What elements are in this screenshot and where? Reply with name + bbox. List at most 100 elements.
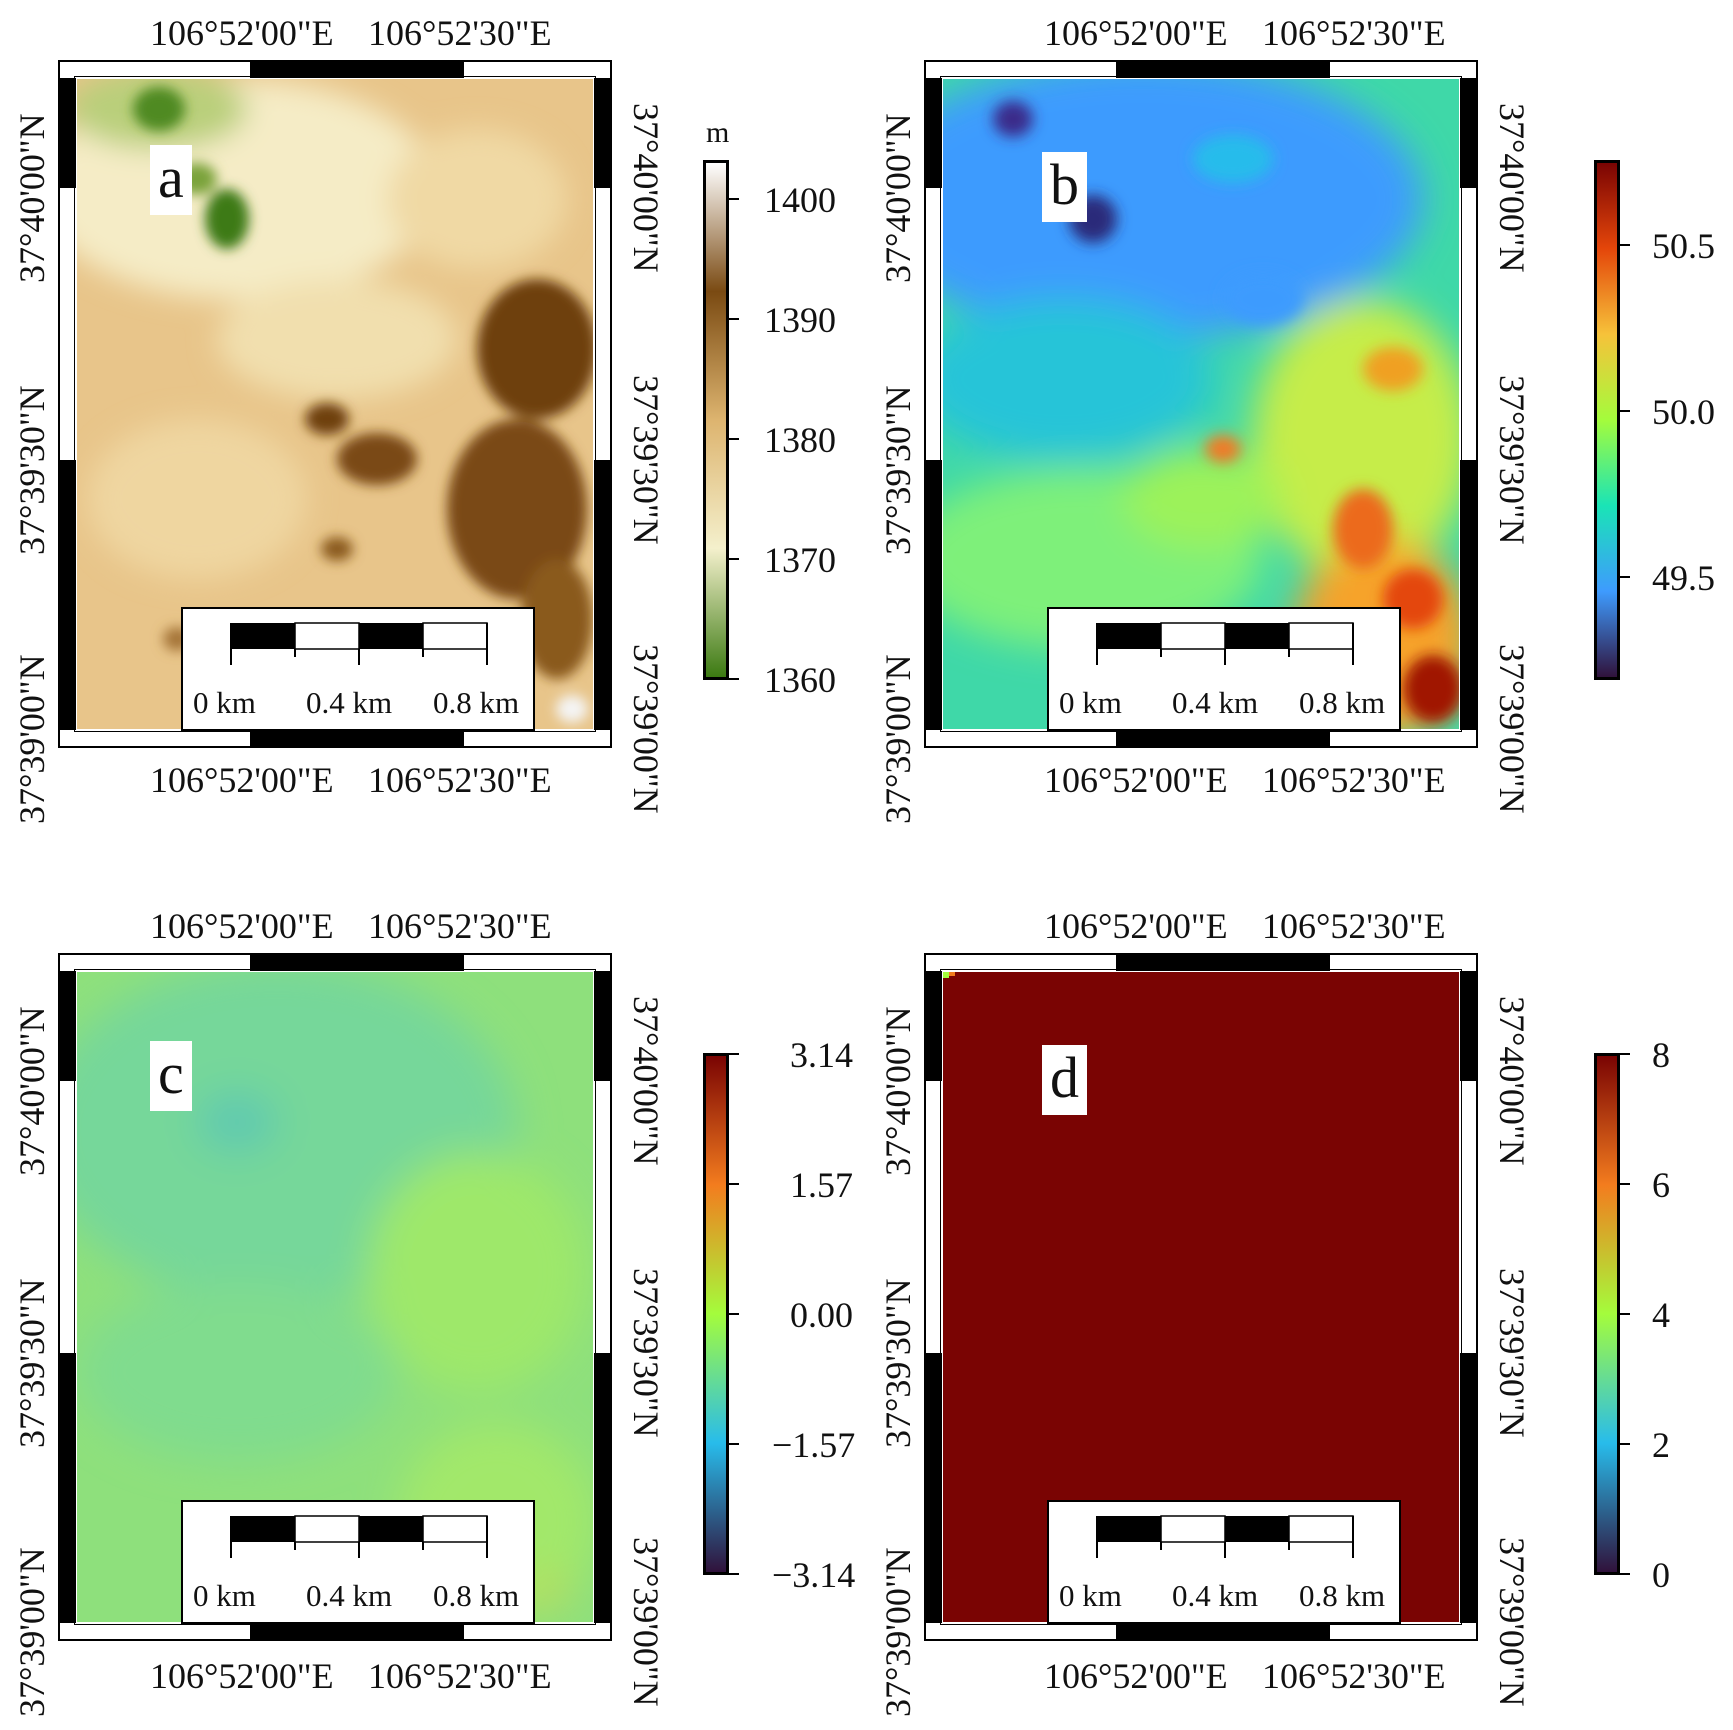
x-tick-label: 106°52'00"E <box>1044 906 1228 946</box>
y-tick-label: 37°40'00"N <box>1492 103 1532 273</box>
colorbar-label: 4 <box>1652 1295 1670 1335</box>
frame-segment <box>1116 731 1330 747</box>
frame-segment <box>594 460 610 730</box>
y-tick-label: 37°39'00"N <box>1492 1537 1532 1707</box>
frame-segment <box>1460 1353 1476 1623</box>
frame-segment <box>60 971 76 1081</box>
x-tick-label: 106°52'00"E <box>1044 13 1228 53</box>
y-tick-label: 37°40'00"N <box>878 1006 918 1176</box>
y-tick-label: 37°39'30"N <box>1492 375 1532 545</box>
frame-segment <box>1460 971 1476 1081</box>
x-tick-label: 106°52'00"E <box>1044 1656 1228 1696</box>
scale-label: 0.4 km <box>1172 1578 1259 1613</box>
colorbar-tick <box>1620 1573 1630 1575</box>
frame-segment <box>250 955 464 971</box>
frame-segment <box>250 1624 464 1640</box>
frame-segment <box>926 460 942 730</box>
y-tick-label: 37°39'30"N <box>626 1268 666 1438</box>
frame-segment <box>1116 955 1330 971</box>
colorbar-unit: m <box>706 116 730 149</box>
y-tick-label: 37°39'00"N <box>12 1547 52 1717</box>
colorbar-tick <box>1620 1053 1630 1055</box>
scale-label: 0 km <box>1059 685 1122 720</box>
x-tick-label: 106°52'00"E <box>150 1656 334 1696</box>
frame-segment <box>250 731 464 747</box>
frame-segment <box>60 78 76 188</box>
colorbar-label: 8 <box>1652 1035 1670 1075</box>
scale-label: 0.4 km <box>306 685 393 720</box>
y-tick-label: 37°39'00"N <box>878 654 918 824</box>
colorbar-label: 49.5 <box>1652 558 1715 598</box>
colorbar-tick <box>1620 410 1630 412</box>
frame-segment <box>926 971 942 1081</box>
colorbar-tick <box>1620 1313 1630 1315</box>
frame-segment <box>60 460 76 730</box>
frame-segment <box>926 78 942 188</box>
colorbar-label: 1370 <box>764 540 836 580</box>
colorbar-tick <box>1620 244 1630 246</box>
panel-label: a <box>150 145 192 215</box>
x-tick-label: 106°52'30"E <box>368 760 552 800</box>
scale-label: 0 km <box>193 685 256 720</box>
y-tick-label: 37°39'00"N <box>1492 644 1532 814</box>
scale-label: 0 km <box>1059 1578 1122 1613</box>
panel-label: d <box>1042 1045 1087 1115</box>
scale-label: 0 km <box>193 1578 256 1613</box>
colorbar-label: 0.00 <box>790 1295 853 1335</box>
colorbar-tick <box>729 198 739 200</box>
panel-c: c 0 km 0.4 km 0.8 km 106°52'00"E 106°52'… <box>0 865 866 1730</box>
scale-bar: 0 km 0.4 km 0.8 km <box>1047 607 1401 731</box>
scale-bar: 0 km 0.4 km 0.8 km <box>181 1500 535 1624</box>
panel-label: c <box>150 1041 192 1111</box>
x-tick-label: 106°52'00"E <box>150 760 334 800</box>
y-tick-label: 37°39'00"N <box>878 1547 918 1717</box>
y-tick-label: 37°39'30"N <box>878 1278 918 1448</box>
panel-label: b <box>1042 152 1087 222</box>
frame-segment <box>926 1353 942 1623</box>
x-tick-label: 106°52'00"E <box>150 13 334 53</box>
y-tick-label: 37°39'30"N <box>12 385 52 555</box>
colorbar-tick <box>729 438 739 440</box>
colorbar-label: 1390 <box>764 300 836 340</box>
scale-label: 0.8 km <box>433 685 520 720</box>
y-tick-label: 37°40'00"N <box>1492 996 1532 1166</box>
colorbar-label: 1400 <box>764 180 836 220</box>
x-tick-label: 106°52'30"E <box>368 906 552 946</box>
scale-bar: 0 km 0.4 km 0.8 km <box>181 607 535 731</box>
y-tick-label: 37°40'00"N <box>626 996 666 1166</box>
y-tick-label: 37°39'30"N <box>878 385 918 555</box>
colorbar-label: −1.57 <box>772 1425 856 1465</box>
colorbar-label: 0 <box>1652 1555 1670 1595</box>
x-tick-label: 106°52'30"E <box>1262 760 1446 800</box>
x-tick-label: 106°52'00"E <box>150 906 334 946</box>
scale-label: 0.8 km <box>1299 685 1386 720</box>
colorbar-label: 6 <box>1652 1165 1670 1205</box>
y-tick-label: 37°40'00"N <box>878 113 918 283</box>
colorbar-tick <box>1620 1183 1630 1185</box>
colorbar-b <box>1594 160 1620 680</box>
y-tick-label: 37°39'30"N <box>626 375 666 545</box>
colorbar-a <box>703 160 729 680</box>
colorbar-d <box>1594 1053 1620 1575</box>
colorbar-tick <box>729 1573 739 1575</box>
scale-label: 0.4 km <box>306 1578 393 1613</box>
x-tick-label: 106°52'30"E <box>368 13 552 53</box>
frame-segment <box>250 62 464 78</box>
panel-b: b 0 km 0.4 km 0.8 km 106°52'00"E 106°52'… <box>866 0 1732 865</box>
colorbar-c <box>703 1053 729 1575</box>
scale-label: 0.8 km <box>1299 1578 1386 1613</box>
colorbar-label: 50.5 <box>1652 226 1715 266</box>
colorbar-tick <box>729 1443 739 1445</box>
colorbar-label: −3.14 <box>772 1555 856 1595</box>
colorbar-label: 2 <box>1652 1425 1670 1465</box>
x-tick-label: 106°52'30"E <box>1262 906 1446 946</box>
colorbar-tick <box>1620 576 1630 578</box>
frame-segment <box>1460 460 1476 730</box>
frame-segment <box>60 1353 76 1623</box>
colorbar-tick <box>729 678 739 680</box>
colorbar-tick <box>729 318 739 320</box>
x-tick-label: 106°52'30"E <box>368 1656 552 1696</box>
y-tick-label: 37°39'00"N <box>626 644 666 814</box>
x-tick-label: 106°52'00"E <box>1044 760 1228 800</box>
colorbar-label: 3.14 <box>790 1035 853 1075</box>
